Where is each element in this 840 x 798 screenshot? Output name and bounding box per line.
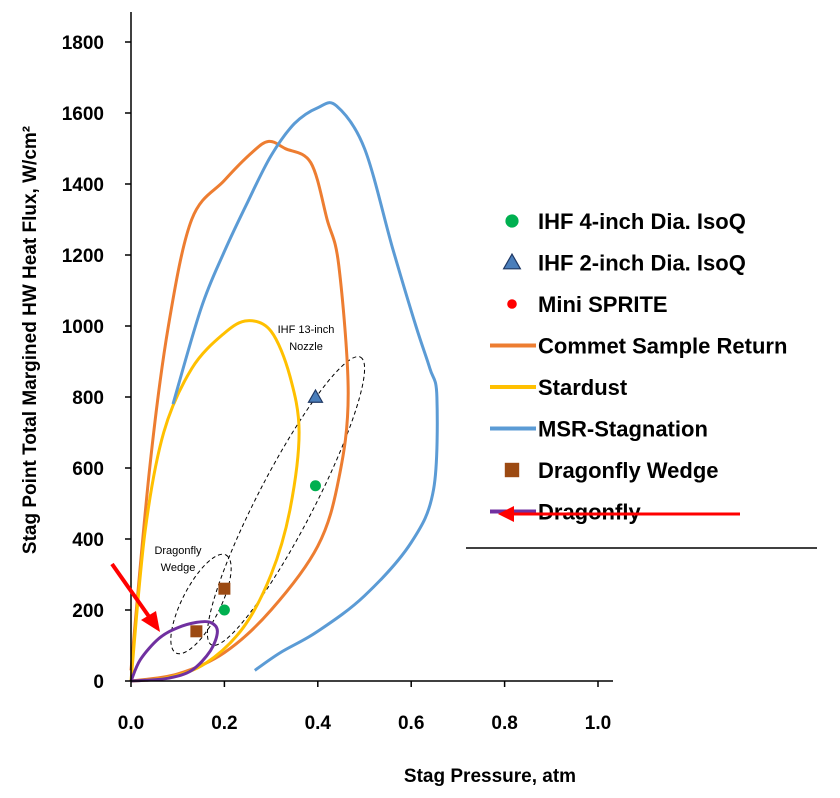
x-tick-label-5: 1.0 <box>585 713 611 734</box>
plot-arrow-head <box>141 611 160 632</box>
axes: 0.0 0.2 0.4 0.6 0.8 1.0 0 200 400 600 800 1000 1200 1… <box>62 12 613 734</box>
x-tick-label-1: 0.2 <box>211 713 237 734</box>
series-line-dragonfly <box>129 620 219 683</box>
annotation-nozzle-line1: IHF 13-inch <box>278 324 335 336</box>
y-tick-label-6: 1200 <box>62 246 104 267</box>
point-dragonfly-wedge-0 <box>190 625 203 638</box>
series-line-commet-sample-return <box>129 139 350 683</box>
legend-swatch-dragonfly-wedge <box>504 462 520 478</box>
legend-label-dragonfly: Dragonfly <box>538 500 641 525</box>
y-tick-label-0: 0 <box>93 672 104 693</box>
x-tick-label-4: 0.8 <box>491 713 517 734</box>
annotations: IHF 13-inch Nozzle Dragonfly Wedge <box>110 324 335 632</box>
legend-label-stardust: Stardust <box>538 375 628 400</box>
y-axis-title: Stag Point Total Margined HW Heat Flux, … <box>20 126 41 554</box>
legend-label-commet-sample-return: Commet Sample Return <box>538 334 787 359</box>
legend: IHF 4-inch Dia. IsoQ IHF 2-inch Dia. IsoQ… <box>466 209 817 549</box>
x-tick-label-3: 0.6 <box>398 713 424 734</box>
legend-arrow-head <box>498 506 514 522</box>
y-tick-label-1: 200 <box>72 601 104 622</box>
y-tick-label-9: 1800 <box>62 33 104 54</box>
series-line-msr-stagnation <box>171 101 439 672</box>
legend-label-dragonfly-wedge: Dragonfly Wedge <box>538 458 719 483</box>
x-tick-label-0: 0.0 <box>118 713 144 734</box>
legend-label-ihf-2-inch-dia-isoq: IHF 2-inch Dia. IsoQ <box>538 251 746 276</box>
y-tick-label-2: 400 <box>72 530 104 551</box>
point-ihf-4-inch-dia-isoq-1 <box>309 480 321 492</box>
legend-swatch-ihf-2-inch-dia-isoq <box>502 252 522 270</box>
legend-label-mini-sprite: Mini SPRITE <box>538 292 668 317</box>
legend-swatch-ihf-4-inch-dia-isoq <box>505 214 519 228</box>
legend-label-ihf-4-inch-dia-isoq: IHF 4-inch Dia. IsoQ <box>538 209 746 234</box>
legend-swatch-mini-sprite <box>507 299 517 309</box>
legend-label-msr-stagnation: MSR-Stagnation <box>538 417 708 442</box>
plot-arrow-shaft <box>110 562 152 620</box>
wedge-envelope-ellipse <box>170 553 232 655</box>
point-dragonfly-wedge-1 <box>218 582 231 595</box>
y-tick-label-5: 1000 <box>62 317 104 338</box>
annotation-nozzle-line2: Nozzle <box>289 341 323 353</box>
x-axis-title: Stag Pressure, atm <box>404 766 576 787</box>
y-tick-label-7: 1400 <box>62 175 104 196</box>
x-tick-label-2: 0.4 <box>305 713 332 734</box>
series-line-stardust <box>129 319 301 683</box>
point-ihf-2-inch-dia-isoq-0 <box>307 388 324 403</box>
y-tick-label-8: 1600 <box>62 104 104 125</box>
plot-area <box>129 101 439 683</box>
nozzle-envelope-ellipse <box>206 356 366 646</box>
annotation-wedge-line1: Dragonfly <box>154 545 202 557</box>
y-tick-label-4: 800 <box>72 388 104 409</box>
point-ihf-4-inch-dia-isoq-0 <box>218 604 230 616</box>
y-tick-label-3: 600 <box>72 459 104 480</box>
annotation-wedge-line2: Wedge <box>161 562 196 574</box>
